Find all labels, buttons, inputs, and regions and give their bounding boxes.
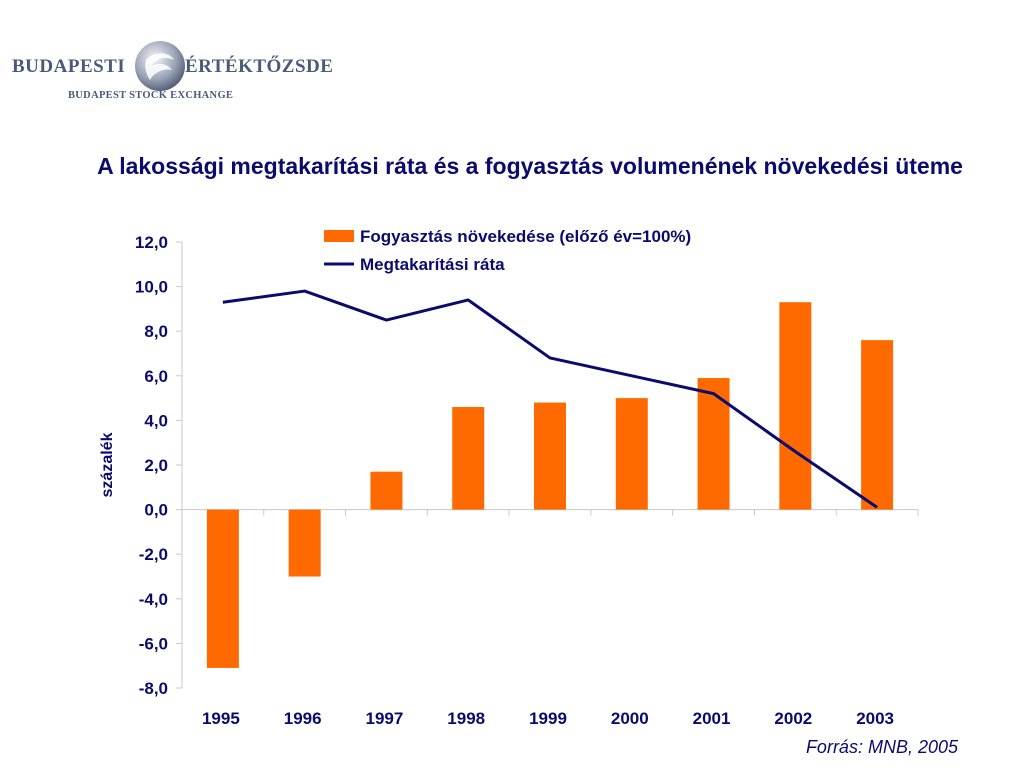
legend-line-label: Megtakarítási ráta xyxy=(360,255,505,274)
bar xyxy=(206,509,239,668)
y-tick-label: -8,0 xyxy=(139,679,168,698)
bar xyxy=(452,407,485,510)
bar xyxy=(615,398,648,510)
x-tick-label: 2002 xyxy=(774,709,812,728)
x-tick-label: 1998 xyxy=(447,709,485,728)
bar xyxy=(370,471,403,510)
logo-swirl-icon xyxy=(135,41,185,91)
bar xyxy=(861,340,894,510)
logo-right-text: ÉRTÉKTŐZSDE xyxy=(185,56,334,77)
y-tick-label: -4,0 xyxy=(139,590,168,609)
chart-title: A lakossági megtakarítási ráta és a fogy… xyxy=(97,153,963,179)
legend-bar-label: Fogyasztás növekedése (előző év=100%) xyxy=(360,227,691,246)
y-tick-label: 12,0 xyxy=(135,233,168,252)
y-tick-label: 2,0 xyxy=(144,456,168,475)
x-tick-label: 2003 xyxy=(856,709,894,728)
y-tick-label: 0,0 xyxy=(144,501,168,520)
bar xyxy=(288,509,321,577)
y-axis-title: százalék xyxy=(99,432,116,497)
logo-subtitle: BUDAPEST STOCK EXCHANGE xyxy=(68,90,234,101)
y-tick-label: 10,0 xyxy=(135,278,168,297)
x-tick-label: 1999 xyxy=(529,709,567,728)
bar xyxy=(697,378,730,510)
x-tick-label: 1995 xyxy=(202,709,240,728)
logo-left-text: BUDAPESTI xyxy=(12,56,126,77)
bar xyxy=(534,402,566,510)
x-tick-label: 1997 xyxy=(366,709,404,728)
y-tick-label: 8,0 xyxy=(144,322,168,341)
bar xyxy=(779,302,812,510)
exchange-logo: BUDAPESTI ÉRTÉKTŐZSDE BUDAPEST STOCK EXC… xyxy=(10,38,333,108)
y-tick-label: -6,0 xyxy=(139,634,168,653)
x-tick-label: 2001 xyxy=(693,709,731,728)
y-tick-label: 4,0 xyxy=(144,411,168,430)
y-tick-label: -2,0 xyxy=(139,545,168,564)
legend-bar-swatch xyxy=(324,230,354,242)
x-tick-label: 1996 xyxy=(284,709,322,728)
source-note: Forrás: MNB, 2005 xyxy=(805,737,958,757)
y-tick-label: 6,0 xyxy=(144,367,168,386)
x-tick-label: 2000 xyxy=(611,709,649,728)
